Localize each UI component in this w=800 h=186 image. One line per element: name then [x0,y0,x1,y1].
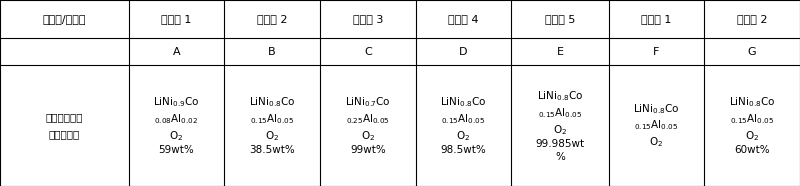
Text: LiNi$_{0.8}$Co
$_{0.15}$Al$_{0.05}$
O$_2$
38.5wt%: LiNi$_{0.8}$Co $_{0.15}$Al$_{0.05}$ O$_2… [249,96,295,155]
Text: F: F [654,47,660,57]
Text: 实施例 5: 实施例 5 [545,14,575,24]
Text: 对比例 1: 对比例 1 [642,14,672,24]
Text: E: E [557,47,563,57]
Text: A: A [173,47,180,57]
Text: LiNi$_{0.8}$Co
$_{0.15}$Al$_{0.05}$
O$_2$
99.985wt
%: LiNi$_{0.8}$Co $_{0.15}$Al$_{0.05}$ O$_2… [535,89,585,162]
Text: D: D [459,47,468,57]
Text: 实施例 1: 实施例 1 [162,14,192,24]
Text: 实施例 2: 实施例 2 [257,14,287,24]
Text: 对比例 2: 对比例 2 [737,14,767,24]
Text: G: G [748,47,757,57]
Text: LiNi$_{0.7}$Co
$_{0.25}$Al$_{0.05}$
O$_2$
99wt%: LiNi$_{0.7}$Co $_{0.25}$Al$_{0.05}$ O$_2… [345,96,390,155]
Text: LiNi$_{0.8}$Co
$_{0.15}$Al$_{0.05}$
O$_2$
60wt%: LiNi$_{0.8}$Co $_{0.15}$Al$_{0.05}$ O$_2… [729,96,775,155]
Text: C: C [364,47,372,57]
Text: B: B [268,47,276,57]
Text: 镁系活性物质
名称与组成: 镁系活性物质 名称与组成 [46,112,83,139]
Text: LiNi$_{0.9}$Co
$_{0.08}$Al$_{0.02}$
O$_2$
59wt%: LiNi$_{0.9}$Co $_{0.08}$Al$_{0.02}$ O$_2… [154,96,200,155]
Text: LiNi$_{0.8}$Co
$_{0.15}$Al$_{0.05}$
O$_2$
98.5wt%: LiNi$_{0.8}$Co $_{0.15}$Al$_{0.05}$ O$_2… [440,96,486,155]
Text: 实施例 3: 实施例 3 [353,14,383,24]
Text: LiNi$_{0.8}$Co
$_{0.15}$Al$_{0.05}$
O$_2$: LiNi$_{0.8}$Co $_{0.15}$Al$_{0.05}$ O$_2… [634,102,680,149]
Text: 实施例 4: 实施例 4 [448,14,478,24]
Text: 实施例/对比例: 实施例/对比例 [42,14,86,24]
